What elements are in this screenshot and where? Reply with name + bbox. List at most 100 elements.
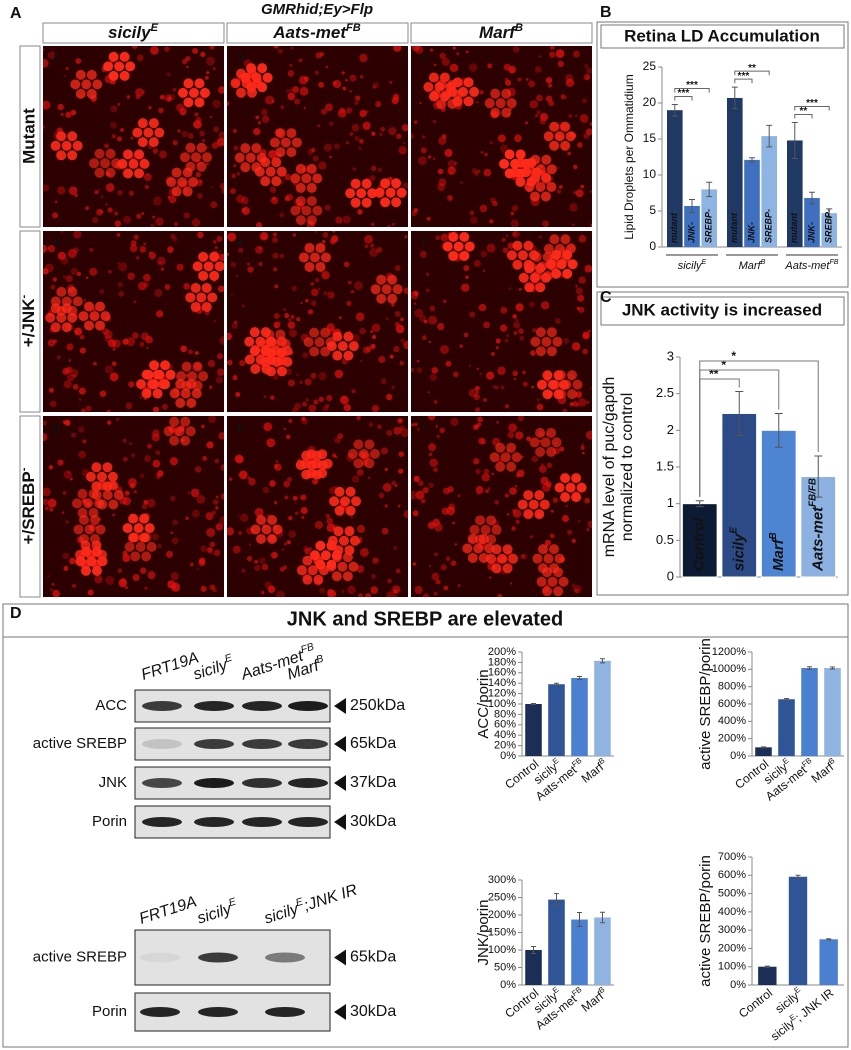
speckle bbox=[308, 404, 317, 412]
speckle bbox=[345, 78, 348, 82]
speckle bbox=[157, 543, 162, 548]
speckle bbox=[291, 285, 298, 292]
speckle bbox=[502, 247, 509, 254]
droplet bbox=[550, 379, 561, 390]
speckle bbox=[403, 287, 408, 295]
speckle bbox=[70, 267, 78, 275]
droplet bbox=[428, 91, 439, 102]
droplet bbox=[89, 311, 100, 322]
droplet bbox=[350, 197, 361, 208]
speckle bbox=[73, 231, 82, 239]
speckle bbox=[427, 391, 430, 394]
droplet bbox=[501, 107, 512, 118]
speckle bbox=[48, 465, 54, 470]
speckle bbox=[340, 221, 343, 224]
speckle bbox=[43, 124, 46, 129]
speckle bbox=[312, 478, 319, 485]
droplet bbox=[338, 535, 349, 546]
speckle bbox=[57, 251, 67, 260]
speckle bbox=[428, 315, 438, 325]
y-tick-label: 150% bbox=[488, 926, 516, 938]
speckle bbox=[325, 513, 331, 519]
droplet bbox=[185, 426, 196, 437]
droplet bbox=[469, 86, 480, 97]
speckle bbox=[360, 359, 363, 363]
speckle bbox=[586, 528, 590, 532]
droplet bbox=[320, 550, 331, 561]
speckle bbox=[415, 490, 425, 500]
droplet bbox=[141, 551, 152, 562]
speckle bbox=[558, 184, 563, 189]
droplet bbox=[295, 163, 306, 174]
droplet bbox=[198, 251, 209, 262]
droplet bbox=[196, 142, 207, 153]
droplet bbox=[541, 173, 552, 184]
speckle bbox=[151, 533, 159, 541]
y-tick-label: 300% bbox=[488, 874, 516, 886]
droplet bbox=[177, 87, 188, 98]
speckle bbox=[87, 589, 94, 596]
speckle bbox=[513, 377, 517, 381]
droplet bbox=[546, 164, 557, 175]
droplet bbox=[186, 398, 197, 409]
speckle bbox=[563, 338, 570, 344]
speckle bbox=[512, 231, 518, 237]
speckle bbox=[497, 593, 503, 597]
speckle bbox=[468, 63, 478, 72]
droplet bbox=[244, 336, 255, 347]
speckle bbox=[506, 512, 510, 516]
speckle bbox=[143, 273, 151, 282]
droplet bbox=[484, 543, 495, 554]
droplet bbox=[250, 364, 261, 375]
droplet bbox=[350, 178, 361, 189]
arrow bbox=[334, 736, 346, 752]
speckle bbox=[577, 142, 583, 148]
speckle bbox=[205, 162, 209, 166]
speckle bbox=[349, 132, 354, 136]
droplet bbox=[506, 442, 517, 453]
droplet bbox=[207, 292, 218, 303]
speckle bbox=[496, 421, 499, 424]
droplet bbox=[506, 98, 517, 109]
speckle bbox=[540, 301, 550, 310]
speckle bbox=[89, 247, 94, 252]
speckle bbox=[43, 244, 48, 253]
speckle bbox=[463, 332, 469, 338]
speckle bbox=[212, 99, 221, 109]
speckle bbox=[241, 568, 246, 573]
speckle bbox=[97, 189, 100, 192]
speckle bbox=[238, 530, 243, 536]
droplet bbox=[108, 51, 119, 62]
speckle bbox=[43, 498, 49, 506]
speckle bbox=[560, 94, 566, 100]
error-bar bbox=[735, 390, 744, 436]
speckle bbox=[428, 482, 434, 489]
droplet bbox=[180, 388, 191, 399]
speckle bbox=[555, 318, 561, 324]
row-header-sup: - bbox=[18, 295, 30, 299]
speckle bbox=[449, 63, 459, 73]
speckle bbox=[378, 492, 385, 499]
speckle bbox=[230, 188, 236, 194]
droplet bbox=[276, 336, 287, 347]
speckle bbox=[575, 287, 583, 295]
arrow bbox=[334, 949, 346, 966]
speckle bbox=[94, 190, 99, 195]
speckle bbox=[354, 136, 360, 141]
speckle bbox=[380, 447, 389, 455]
speckle bbox=[99, 289, 105, 294]
speckle bbox=[196, 495, 206, 504]
speckle bbox=[350, 515, 354, 519]
droplet bbox=[524, 282, 535, 293]
speckle bbox=[431, 572, 440, 581]
speckle bbox=[590, 223, 592, 227]
cell-label: b bbox=[237, 50, 244, 64]
droplet bbox=[486, 515, 497, 526]
droplet bbox=[80, 540, 91, 551]
bar bbox=[758, 966, 777, 985]
speckle bbox=[377, 167, 383, 173]
error-bar bbox=[600, 658, 605, 664]
droplet bbox=[475, 515, 486, 526]
droplet bbox=[102, 462, 113, 473]
speckle bbox=[164, 284, 171, 290]
